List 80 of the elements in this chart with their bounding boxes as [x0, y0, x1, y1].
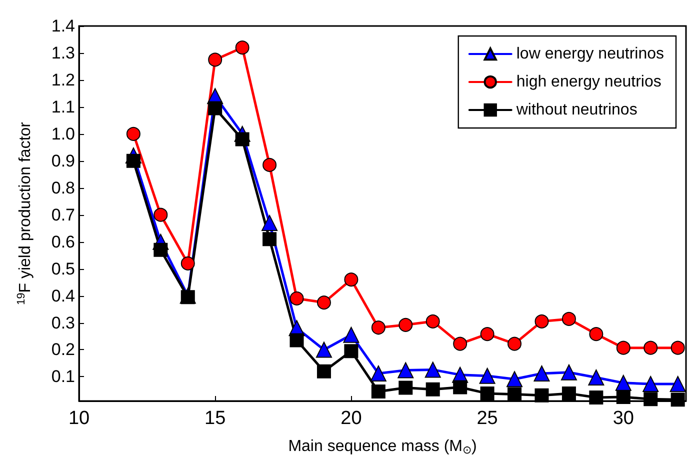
y-tick-label: 0.5: [51, 259, 75, 278]
point: [480, 386, 494, 400]
point: [670, 376, 686, 392]
point: [180, 256, 195, 270]
point: [562, 312, 576, 326]
x-axis-title: Main sequence mass (M⊙): [288, 438, 477, 456]
point: [644, 340, 658, 355]
point: [642, 376, 659, 392]
point: [506, 371, 523, 388]
point: [126, 126, 140, 141]
point: [588, 370, 604, 386]
point: [480, 327, 494, 342]
y-axis-title: 19F yield production factor: [16, 121, 34, 305]
legend-label: without neutrinos: [515, 102, 638, 118]
point: [534, 365, 550, 382]
y-tick-label: 0.1: [51, 367, 75, 386]
y-tick-label: 0.3: [51, 313, 75, 332]
point: [534, 314, 549, 328]
x-tick-label: 25: [476, 408, 498, 429]
point: [290, 333, 304, 348]
point: [479, 368, 496, 384]
y-tick-label: 1.0: [51, 124, 75, 144]
point: [180, 290, 195, 304]
point: [424, 362, 441, 378]
point: [262, 214, 278, 231]
point: [262, 232, 277, 246]
point: [615, 374, 632, 391]
point: [154, 208, 168, 222]
legend-label: low energy neutrinos: [516, 46, 664, 62]
point: [398, 362, 414, 378]
point: [644, 392, 658, 406]
point: [235, 40, 250, 55]
point: [208, 101, 222, 116]
point: [616, 340, 630, 355]
point: [589, 327, 604, 342]
point: [589, 390, 604, 404]
point: [670, 392, 685, 407]
point: [370, 365, 386, 382]
y-tick-label: 0.7: [51, 205, 75, 224]
x-tick-label: 10: [68, 408, 90, 429]
point: [616, 390, 630, 404]
y-tick-label: 0.9: [51, 151, 75, 170]
point: [344, 272, 358, 287]
point: [208, 52, 222, 67]
y-tick-label: 1.1: [51, 97, 75, 116]
x-tick-label: 20: [340, 408, 362, 429]
point: [343, 326, 360, 343]
point: [508, 387, 522, 402]
x-tick-label: 30: [612, 408, 634, 429]
point: [453, 380, 468, 394]
point: [398, 318, 413, 332]
y-tick-label: 0.6: [51, 232, 75, 252]
point: [290, 291, 304, 306]
y-tick-label: 1.4: [51, 16, 75, 36]
point: [560, 364, 577, 380]
point: [398, 380, 413, 395]
point: [508, 336, 522, 351]
y-tick-label: 0.4: [51, 286, 75, 306]
point: [316, 342, 332, 358]
point: [426, 382, 440, 396]
point: [453, 336, 468, 351]
y-tick-label: 0.8: [51, 178, 75, 198]
y-tick-label: 1.2: [51, 70, 75, 90]
point: [235, 132, 250, 146]
point: [371, 384, 386, 399]
point: [534, 388, 549, 402]
point: [371, 320, 386, 335]
point: [670, 340, 685, 355]
x-tick-label: 15: [204, 408, 226, 429]
point: [316, 296, 331, 310]
point: [262, 158, 277, 172]
y-tick-label: 1.3: [51, 43, 75, 62]
y-tick-label: 0.2: [51, 340, 75, 360]
point: [562, 386, 576, 400]
point: [344, 344, 358, 358]
point: [426, 314, 440, 328]
point: [154, 242, 168, 257]
legend-label: high energy neutrios: [516, 74, 662, 90]
point: [126, 154, 140, 168]
point: [316, 364, 331, 378]
